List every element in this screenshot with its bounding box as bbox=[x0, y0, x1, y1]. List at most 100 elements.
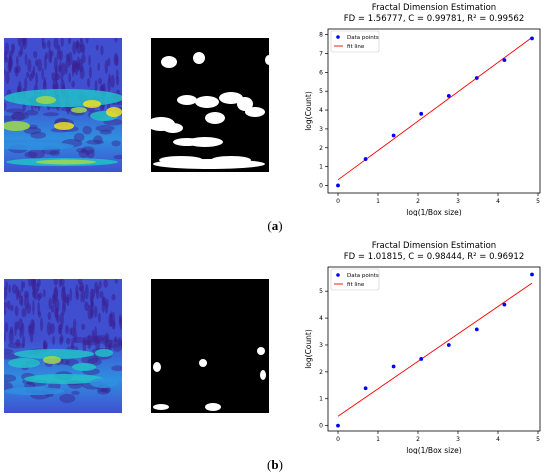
heatmap-streak bbox=[99, 290, 104, 299]
heatmap-energy-band bbox=[83, 100, 101, 108]
heatmap-blob bbox=[93, 334, 109, 344]
heatmap-streak bbox=[98, 77, 103, 85]
y-tick-label: 1 bbox=[319, 396, 323, 403]
heatmap-blob bbox=[24, 151, 38, 158]
heatmap-streak bbox=[81, 323, 86, 331]
x-tick-label: 3 bbox=[456, 198, 460, 205]
heatmap-streak bbox=[84, 284, 89, 300]
heatmap-streak bbox=[87, 77, 91, 88]
heatmap-streak bbox=[71, 60, 75, 77]
mask-blob bbox=[195, 96, 219, 108]
data-point bbox=[363, 157, 368, 161]
heatmap-streak bbox=[4, 69, 6, 76]
heatmap-streak bbox=[31, 279, 37, 292]
legend-marker bbox=[336, 35, 340, 39]
heatmap-streak bbox=[20, 295, 24, 308]
y-tick-label: 0 bbox=[319, 423, 323, 430]
heatmap-streak bbox=[24, 77, 28, 91]
heatmap-streak bbox=[64, 60, 68, 76]
mask-blob bbox=[265, 55, 269, 65]
heatmap-streak bbox=[37, 301, 40, 316]
heatmap-streak bbox=[98, 312, 101, 323]
heatmap-streak bbox=[103, 279, 108, 288]
y-tick-label: 8 bbox=[319, 32, 323, 39]
heatmap-streak bbox=[43, 339, 46, 349]
fit-line bbox=[337, 282, 533, 417]
heatmap-blob bbox=[49, 150, 60, 156]
heatmap-streak bbox=[32, 65, 36, 77]
heatmap-blob bbox=[111, 140, 121, 147]
heatmap-streak bbox=[79, 38, 83, 43]
heatmap-streak bbox=[114, 38, 118, 43]
heatmap-streak bbox=[48, 47, 52, 64]
data-point bbox=[502, 302, 507, 307]
data-point bbox=[502, 58, 507, 63]
mask-blob bbox=[257, 347, 265, 355]
heatmap-streak bbox=[4, 322, 9, 333]
x-tick-label: 1 bbox=[376, 198, 380, 205]
heatmap-streak bbox=[105, 298, 109, 309]
heatmap-blob bbox=[99, 129, 112, 135]
heatmap-streak bbox=[8, 284, 11, 294]
data-point bbox=[530, 36, 534, 41]
heatmap-streak bbox=[113, 52, 119, 66]
heatmap-blob bbox=[78, 149, 90, 159]
heatmap-streak bbox=[65, 325, 69, 335]
legend: Data points fit line bbox=[330, 30, 380, 53]
panel-caption: (b) bbox=[0, 457, 550, 473]
heatmap-streak bbox=[84, 301, 89, 311]
chart-title: Fractal Dimension Estimation bbox=[372, 241, 496, 251]
x-tick-label: 5 bbox=[536, 436, 540, 443]
heatmap-blob bbox=[86, 149, 95, 159]
heatmap-streak bbox=[119, 317, 122, 330]
y-axis-label: log(Count) bbox=[304, 91, 313, 131]
heatmap-energy-band bbox=[8, 358, 40, 368]
data-point bbox=[336, 183, 340, 188]
x-axis-label: log(1/Box size) bbox=[406, 208, 462, 216]
heatmap-blob bbox=[25, 110, 39, 116]
heatmap-streak bbox=[114, 279, 118, 284]
heatmap-streak bbox=[59, 312, 64, 327]
heatmap-streak bbox=[4, 331, 6, 343]
mask-background bbox=[151, 279, 269, 413]
heatmap-blob bbox=[71, 336, 86, 344]
heatmap-streak bbox=[8, 329, 14, 345]
heatmap-energy-band bbox=[4, 121, 30, 131]
heatmap-streak bbox=[4, 301, 8, 308]
heatmap-blob bbox=[81, 355, 99, 365]
heatmap-streak bbox=[47, 311, 52, 321]
heatmap-blob bbox=[73, 132, 85, 142]
heatmap-streak bbox=[107, 57, 111, 67]
data-point bbox=[530, 272, 534, 277]
heatmap-streak bbox=[4, 50, 7, 60]
heatmap-streak bbox=[115, 75, 120, 86]
caption-label: a bbox=[271, 218, 279, 233]
heatmap-streak bbox=[113, 336, 118, 343]
panel-caption: (a) bbox=[0, 218, 550, 234]
heatmap-streak bbox=[61, 287, 66, 302]
heatmap-streak bbox=[22, 102, 26, 112]
mask-blob bbox=[205, 112, 225, 124]
heatmap-streak bbox=[108, 313, 113, 328]
scalogram-image bbox=[4, 279, 122, 413]
heatmap-streak bbox=[73, 327, 77, 344]
heatmap-streak bbox=[88, 66, 92, 79]
heatmap-blob bbox=[96, 388, 110, 395]
legend-label: Data points bbox=[347, 273, 379, 279]
heatmap-streak bbox=[117, 337, 122, 345]
heatmap-streak bbox=[52, 83, 57, 91]
x-tick-label: 0 bbox=[336, 436, 340, 443]
y-tick-label: 0 bbox=[319, 182, 323, 189]
heatmap-blob bbox=[113, 154, 122, 160]
data-point bbox=[391, 364, 396, 369]
x-tick-label: 4 bbox=[496, 436, 500, 443]
heatmap-streak bbox=[111, 320, 116, 330]
heatmap-blob bbox=[86, 139, 104, 145]
heatmap-streak bbox=[26, 303, 32, 315]
heatmap-blob bbox=[95, 125, 115, 132]
caption-open: ( bbox=[267, 218, 272, 233]
binary-mask bbox=[151, 38, 269, 172]
scalogram-heatmap bbox=[4, 38, 122, 172]
heatmap-streak bbox=[35, 72, 38, 86]
mask-blob bbox=[173, 138, 201, 146]
